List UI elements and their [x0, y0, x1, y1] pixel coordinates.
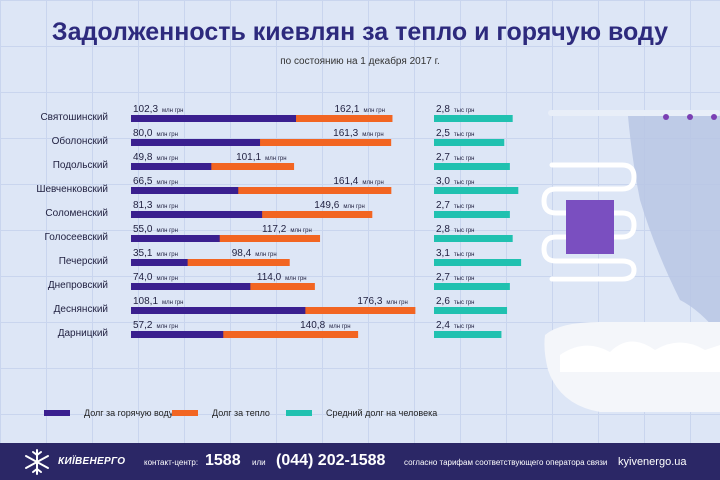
legend-label-heat: Долг за тепло [212, 408, 270, 418]
per-person-value-label: 2,7 тыс грн [436, 272, 474, 283]
per-person-debt-bar [434, 259, 522, 266]
heat-value-label: 114,0 млн грн [257, 272, 307, 283]
curtain-rod [548, 110, 720, 116]
legend: Долг за горячую воду Долг за тепло Средн… [44, 408, 720, 424]
per-person-value-label: 3,0 тыс грн [436, 176, 474, 187]
hot-water-debt-bar [131, 235, 220, 242]
heat-value-label: 101,1 млн грн [236, 152, 286, 163]
heat-debt-bar [131, 163, 295, 170]
contact-note: согласно тарифам соответствующего операт… [404, 458, 608, 467]
heat-debt-bar [131, 259, 290, 266]
towel [566, 200, 614, 254]
per-person-value-label: 2,6 тыс грн [436, 296, 474, 307]
hot-water-debt-bar [131, 115, 297, 122]
heat-value-label: 98,4 млн грн [232, 248, 277, 259]
curtain-ring [711, 114, 717, 120]
district-label: Дарницкий [58, 328, 108, 339]
per-person-value-label: 2,4 тыс грн [436, 320, 474, 331]
bars-layer: Святошинский 102,3 млн грн 162,1 млн грн 2,8 т… [36, 104, 522, 339]
page-subtitle: по состоянию на 1 декабря 2017 г. [280, 56, 440, 67]
hot-water-debt-bar [131, 139, 261, 146]
hot-water-value-label: 55,0 млн грн [133, 224, 178, 235]
heat-value-label: 162,1 млн грн [334, 104, 384, 115]
per-person-value-label: 2,7 тыс грн [436, 152, 474, 163]
hot-water-value-label: 102,3 млн грн [133, 104, 183, 115]
website-link[interactable]: kyivenergo.ua [618, 456, 687, 468]
hot-water-debt-bar [131, 283, 251, 290]
contact-phone-number[interactable]: (044) 202-1588 [276, 452, 386, 469]
district-label: Голосеевский [45, 232, 108, 243]
snowflake-logo-icon [25, 449, 49, 475]
hot-water-value-label: 108,1 млн грн [133, 296, 183, 307]
per-person-value-label: 2,8 тыс грн [436, 104, 474, 115]
contact-or-text: или [252, 458, 266, 467]
bathroom-illustration [541, 110, 720, 412]
hot-water-value-label: 80,0 млн грн [133, 128, 178, 139]
heat-value-label: 161,4 млн грн [333, 176, 383, 187]
per-person-value-label: 2,5 тыс грн [436, 128, 474, 139]
per-person-debt-bar [434, 331, 502, 338]
hot-water-debt-bar [131, 187, 239, 194]
per-person-debt-bar [434, 187, 519, 194]
legend-swatch-heat [172, 410, 198, 416]
heat-value-label: 117,2 млн грн [262, 224, 312, 235]
legend-label-hot-water: Долг за горячую воду [84, 408, 174, 418]
heat-value-label: 149,6 млн грн [314, 200, 364, 211]
per-person-debt-bar [434, 163, 510, 170]
district-label: Шевченковский [36, 184, 108, 195]
heat-value-label: 161,3 млн грн [333, 128, 383, 139]
contact-short-number[interactable]: 1588 [205, 452, 241, 469]
district-label: Соломенский [45, 208, 108, 219]
hot-water-value-label: 49,8 млн грн [133, 152, 178, 163]
per-person-value-label: 3,1 тыс грн [436, 248, 474, 259]
hot-water-value-label: 74,0 млн грн [133, 272, 178, 283]
legend-item-hot-water: Долг за горячую воду [44, 408, 173, 418]
per-person-debt-bar [434, 235, 513, 242]
legend-label-per-person: Средний долг на человека [326, 408, 438, 418]
legend-swatch-hot-water [44, 410, 70, 416]
legend-item-per-person: Средний долг на человека [286, 408, 437, 418]
per-person-debt-bar [434, 211, 510, 218]
heat-debt-bar [131, 139, 392, 146]
contact-label: контакт-центр: [144, 458, 199, 467]
district-label: Печерский [59, 256, 108, 267]
heat-value-label: 140,8 млн грн [300, 320, 350, 331]
towel-rail [541, 162, 637, 282]
heat-debt-bar [131, 187, 392, 194]
heat-debt-bar [131, 331, 359, 338]
footer: КИЇВЕНЕРГО контакт-центр: 1588 или (044)… [0, 443, 720, 480]
hot-water-value-label: 35,1 млн грн [133, 248, 178, 259]
per-person-debt-bar [434, 115, 513, 122]
curtain-ring [663, 114, 669, 120]
per-person-value-label: 2,8 тыс грн [436, 224, 474, 235]
per-person-value-label: 2,7 тыс грн [436, 200, 474, 211]
foam [560, 341, 720, 372]
hot-water-debt-bar [131, 331, 224, 338]
hot-water-debt-bar [131, 163, 212, 170]
per-person-debt-bar [434, 307, 508, 314]
district-label: Оболонский [52, 135, 108, 147]
curtain-ring [687, 114, 693, 120]
hot-water-value-label: 57,2 млн грн [133, 320, 178, 331]
hot-water-debt-bar [131, 259, 188, 266]
heat-debt-bar [131, 235, 321, 242]
district-label: Днепровский [48, 280, 108, 291]
logo-text: КИЇВЕНЕРГО [58, 456, 126, 467]
hot-water-debt-bar [131, 307, 306, 314]
district-label: Святошинский [40, 112, 108, 123]
hot-water-value-label: 66,5 млн грн [133, 176, 178, 187]
page-title: Задолженность киевлян за тепло и горячую… [51, 18, 669, 46]
district-label: Деснянский [54, 304, 108, 315]
hot-water-debt-bar [131, 211, 263, 218]
legend-item-heat: Долг за тепло [172, 408, 270, 418]
hot-water-value-label: 81,3 млн грн [133, 200, 178, 211]
per-person-debt-bar [434, 283, 510, 290]
district-label: Подольский [53, 160, 108, 171]
shower-curtain [628, 116, 720, 335]
legend-swatch-per-person [286, 410, 312, 416]
per-person-debt-bar [434, 139, 505, 146]
heat-value-label: 176,3 млн грн [357, 296, 407, 307]
